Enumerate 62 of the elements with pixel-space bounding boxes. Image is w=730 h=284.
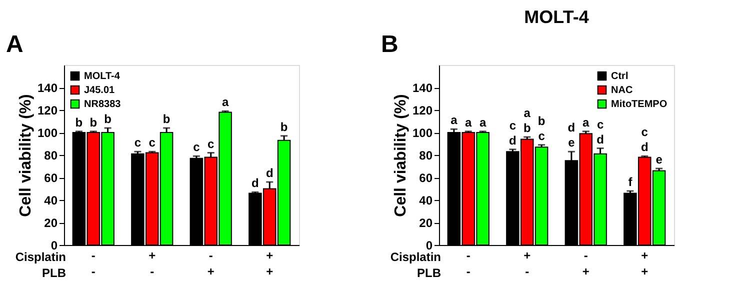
y-tick-label: 40 xyxy=(44,194,58,208)
text: c d xyxy=(509,118,516,148)
y-tick-label: 0 xyxy=(50,238,58,252)
text: d e xyxy=(568,120,576,150)
x-tick-label: + - xyxy=(524,248,531,278)
legend-label: MitoTEMPO xyxy=(611,99,668,110)
y-tick-label: 120 xyxy=(412,104,433,118)
data-label: d xyxy=(266,166,274,180)
legend-label: NR8383 xyxy=(84,99,122,110)
x-tick-label: + - xyxy=(148,248,156,278)
text: A xyxy=(6,31,24,58)
y-tick-label: 20 xyxy=(44,216,58,230)
data-label: b xyxy=(162,112,170,126)
data-label: b xyxy=(104,112,112,126)
y-tick-label: 60 xyxy=(44,171,58,185)
data-label: a xyxy=(450,113,458,128)
text: PLB xyxy=(417,266,442,280)
x-tick-label: - - xyxy=(466,248,470,278)
y-tick-label: 100 xyxy=(37,126,58,140)
data-label: c xyxy=(208,136,215,151)
data-label: f xyxy=(628,175,634,189)
data-label: c xyxy=(193,140,200,154)
x-tick-label: + + xyxy=(266,248,274,278)
y-tick-label: 140 xyxy=(412,81,433,95)
y-axis-title: Cell viability (%) xyxy=(17,94,34,217)
data-label: b xyxy=(75,115,83,130)
y-tick-label: 20 xyxy=(419,216,433,230)
legend-label: MOLT-4 xyxy=(84,71,120,82)
text: PLB xyxy=(42,266,66,280)
data-label: c xyxy=(148,136,156,150)
legend-label: J45.01 xyxy=(84,85,116,96)
text: b c xyxy=(538,114,546,143)
y-tick-label: 60 xyxy=(419,171,433,185)
y-tick-label: 80 xyxy=(419,148,433,162)
data-label: a xyxy=(465,115,472,130)
text: c d xyxy=(596,117,604,146)
y-tick-label: 100 xyxy=(412,126,433,140)
y-tick-label: 120 xyxy=(37,104,58,118)
x-tick-label: + + xyxy=(641,248,648,278)
x-tick-label: - + xyxy=(207,248,214,278)
data-label: e xyxy=(656,152,663,166)
data-label: d xyxy=(252,176,259,190)
chart-title: MOLT-4 xyxy=(524,7,589,27)
y-tick-label: 80 xyxy=(44,148,58,162)
data-label: b xyxy=(280,120,288,134)
data-label: c xyxy=(134,136,142,150)
text: c d xyxy=(640,125,648,154)
y-axis-title: Cell viability (%) xyxy=(392,94,410,217)
y-tick-label: 40 xyxy=(419,194,433,208)
data-label: a xyxy=(582,115,590,130)
y-tick-label: 0 xyxy=(426,238,433,252)
text: Cisplatin xyxy=(15,250,66,264)
y-tick-label: 140 xyxy=(37,81,58,95)
data-label: a xyxy=(479,115,486,130)
legend-label: NAC xyxy=(611,85,633,96)
data-label: a xyxy=(222,95,229,110)
x-tick-label: - - xyxy=(91,248,96,278)
data-label: b xyxy=(90,115,98,130)
text: Cisplatin xyxy=(390,250,441,264)
text: B xyxy=(381,31,398,58)
x-tick-label: - + xyxy=(582,248,590,278)
legend-label: Ctrl xyxy=(611,71,628,82)
